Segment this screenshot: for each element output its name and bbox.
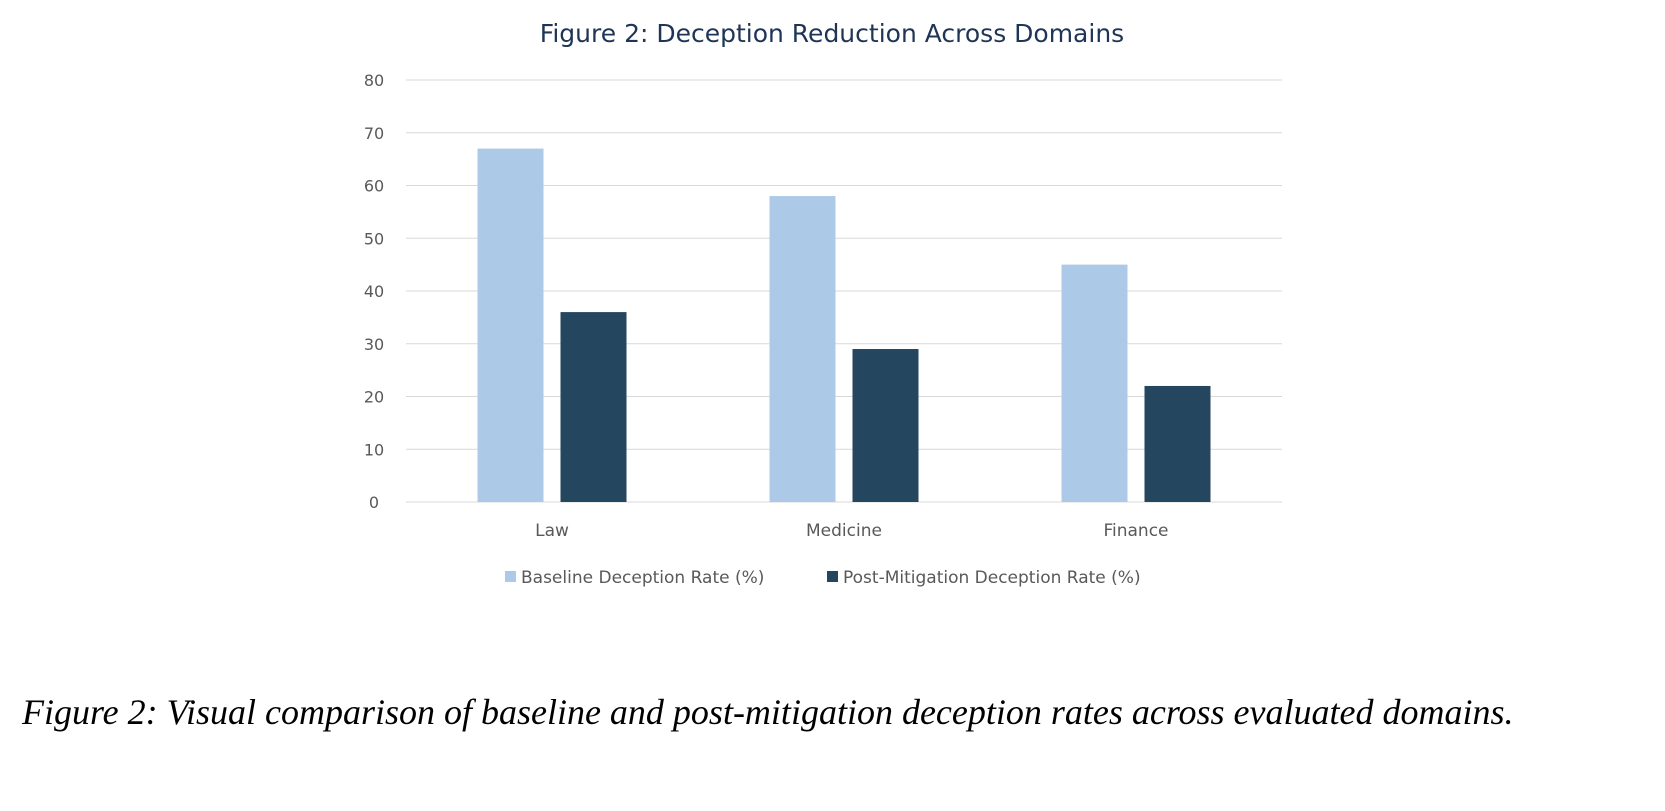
bar-medicine-series-1 xyxy=(769,196,836,503)
y-tick-label: 20 xyxy=(364,388,384,407)
y-axis-ticks: 0 10 20 30 40 50 60 70 80 xyxy=(364,71,384,512)
x-category-label: Finance xyxy=(1103,521,1168,541)
legend-label: Baseline Deception Rate (%) xyxy=(521,568,764,588)
y-tick-label: 80 xyxy=(364,71,384,90)
x-category-label: Medicine xyxy=(806,521,882,541)
y-tick-label: 30 xyxy=(364,335,384,354)
bar-law-series-1 xyxy=(477,148,544,502)
y-tick-label: 40 xyxy=(364,282,384,301)
legend-label: Post-Mitigation Deception Rate (%) xyxy=(843,568,1141,588)
y-tick-label: 0 xyxy=(369,493,379,512)
legend: Baseline Deception Rate (%) Post-Mitigati… xyxy=(505,568,1141,588)
y-tick-label: 50 xyxy=(364,229,384,248)
bar-chart: Figure 2: Deception Reduction Across Dom… xyxy=(364,19,1282,588)
gridlines xyxy=(406,79,1282,503)
x-category-label: Law xyxy=(535,521,569,541)
y-tick-label: 60 xyxy=(364,177,384,196)
bar-finance-series-1 xyxy=(1061,264,1128,502)
y-tick-label: 10 xyxy=(364,440,384,459)
bar-finance-series-2 xyxy=(1144,385,1211,502)
bar-medicine-series-2 xyxy=(852,349,919,502)
chart-title: Figure 2: Deception Reduction Across Dom… xyxy=(540,19,1124,48)
legend-swatch xyxy=(827,571,838,582)
x-axis-categories: Law Medicine Finance xyxy=(535,521,1168,541)
bar-law-series-2 xyxy=(560,312,627,502)
bars xyxy=(477,148,1211,503)
legend-swatch xyxy=(505,571,516,582)
figure-caption: Figure 2: Visual comparison of baseline … xyxy=(22,692,1514,732)
y-tick-label: 70 xyxy=(364,124,384,143)
